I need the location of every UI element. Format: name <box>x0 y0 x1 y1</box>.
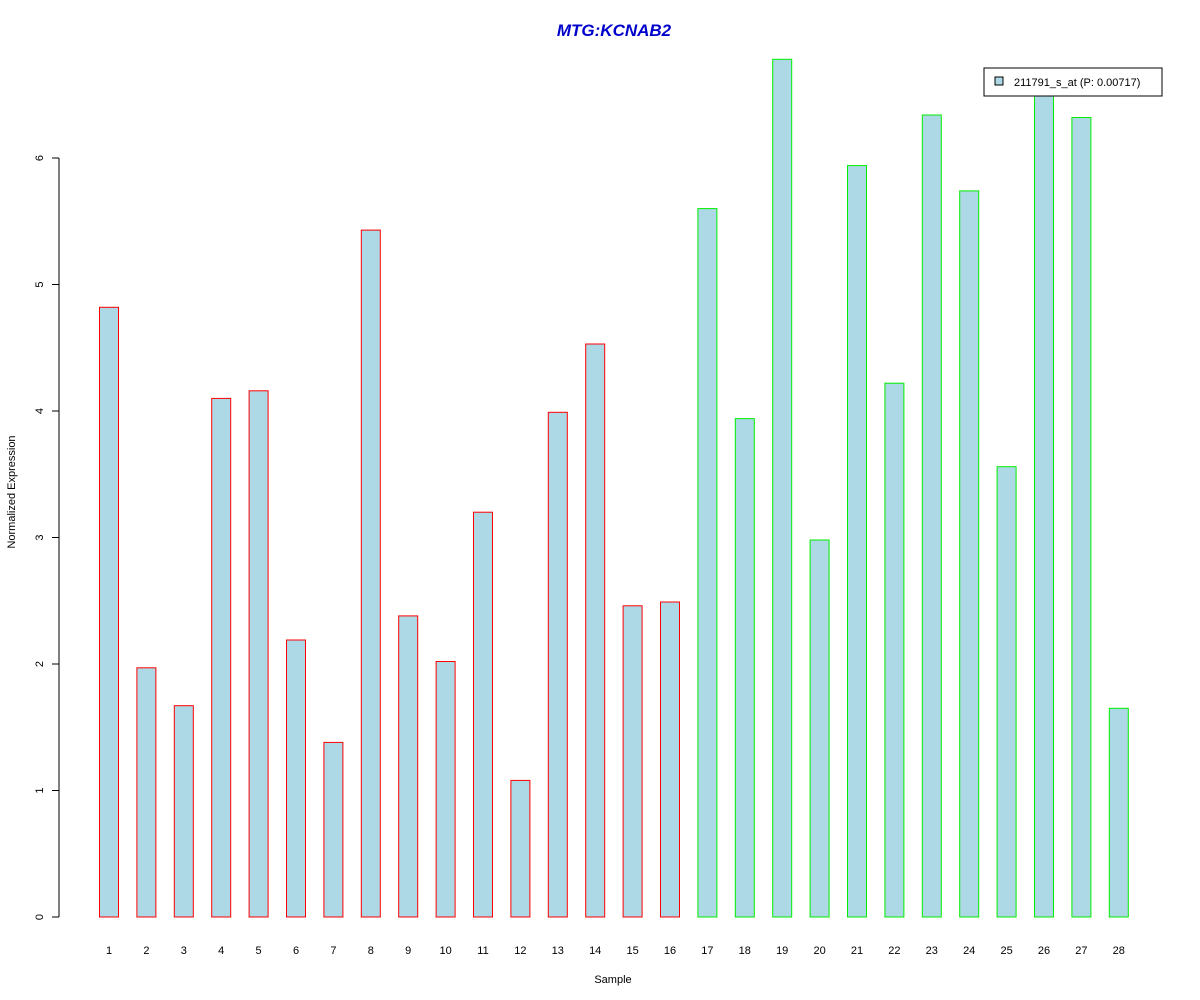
x-tick-label: 20 <box>813 945 825 957</box>
bar-sample-24 <box>959 190 980 918</box>
bar-sample-5 <box>248 390 269 918</box>
bar-sample-7 <box>323 741 344 918</box>
x-tick-label: 13 <box>552 945 564 957</box>
bar-sample-15 <box>622 605 643 918</box>
x-tick-label: 9 <box>405 945 411 957</box>
x-tick-label: 4 <box>218 945 224 957</box>
bar-sample-14 <box>585 343 606 918</box>
x-tick-label: 27 <box>1075 945 1087 957</box>
x-tick-label: 6 <box>293 945 299 957</box>
bar-sample-11 <box>473 511 493 918</box>
x-tick-label: 22 <box>888 945 900 957</box>
bar-sample-4 <box>211 397 232 918</box>
y-tick-label: 5 <box>34 281 46 287</box>
bar-sample-10 <box>435 661 456 918</box>
x-tick-label: 1 <box>106 945 112 957</box>
y-tick-label: 4 <box>34 408 46 414</box>
x-tick-label: 7 <box>330 945 336 957</box>
x-tick-label: 24 <box>963 945 975 957</box>
x-tick-label: 2 <box>143 945 149 957</box>
x-tick-label: 14 <box>589 945 601 957</box>
bar-sample-19 <box>772 58 793 918</box>
legend: 211791_s_at (P: 0.00717) <box>983 67 1163 97</box>
x-tick-label: 28 <box>1113 945 1125 957</box>
y-tick-label: 6 <box>34 155 46 161</box>
y-tick-label: 0 <box>34 914 46 920</box>
bar-sample-6 <box>286 639 306 918</box>
bar-sample-25 <box>996 466 1017 918</box>
x-tick-label: 25 <box>1000 945 1012 957</box>
bar-sample-9 <box>398 615 419 918</box>
x-tick-label: 19 <box>776 945 788 957</box>
legend-label: 211791_s_at (P: 0.00717) <box>1014 77 1140 89</box>
y-axis-label: Normalized Expression <box>6 435 18 548</box>
bars <box>99 58 1129 918</box>
legend-swatch <box>994 76 1004 86</box>
bar-sample-1 <box>99 306 119 918</box>
y-tick-label: 1 <box>34 787 46 793</box>
bar-sample-23 <box>921 114 942 918</box>
x-tick-label: 21 <box>851 945 863 957</box>
x-tick-label: 12 <box>514 945 526 957</box>
bar-sample-8 <box>360 229 381 918</box>
bar-sample-13 <box>547 411 568 918</box>
x-tick-label: 17 <box>701 945 713 957</box>
x-tick-labels: 1 2 3 4 5 6 7 8 9 10 11 12 13 14 15 16 17 18 19 20 21 22 23 24 2… <box>106 945 1125 957</box>
bar-sample-16 <box>660 601 680 918</box>
bar-sample-28 <box>1108 707 1129 918</box>
bar-sample-3 <box>173 705 194 918</box>
x-tick-label: 16 <box>664 945 676 957</box>
x-tick-label: 26 <box>1038 945 1050 957</box>
bar-sample-20 <box>809 539 830 918</box>
x-tick-label: 10 <box>439 945 451 957</box>
x-axis-label: Sample <box>594 974 631 986</box>
x-tick-label: 23 <box>926 945 938 957</box>
bar-sample-27 <box>1071 117 1092 918</box>
x-tick-label: 8 <box>368 945 374 957</box>
bar-sample-26 <box>1034 91 1054 918</box>
x-tick-label: 18 <box>739 945 751 957</box>
bar-sample-21 <box>847 165 867 918</box>
x-tick-label: 3 <box>181 945 187 957</box>
y-tick-label: 3 <box>34 534 46 540</box>
y-axis: 0 1 2 3 4 5 6 <box>34 155 60 920</box>
bar-sample-22 <box>884 382 905 918</box>
bar-sample-17 <box>697 208 718 918</box>
x-tick-label: 15 <box>626 945 638 957</box>
y-tick-label: 2 <box>34 661 46 667</box>
x-tick-label: 11 <box>477 945 488 957</box>
bar-sample-12 <box>510 779 531 918</box>
x-tick-label: 5 <box>256 945 262 957</box>
bar-sample-2 <box>136 667 157 918</box>
chart-title: MTG:KCNAB2 <box>557 21 672 40</box>
legend-box <box>983 67 1163 97</box>
bar-sample-18 <box>734 418 755 918</box>
